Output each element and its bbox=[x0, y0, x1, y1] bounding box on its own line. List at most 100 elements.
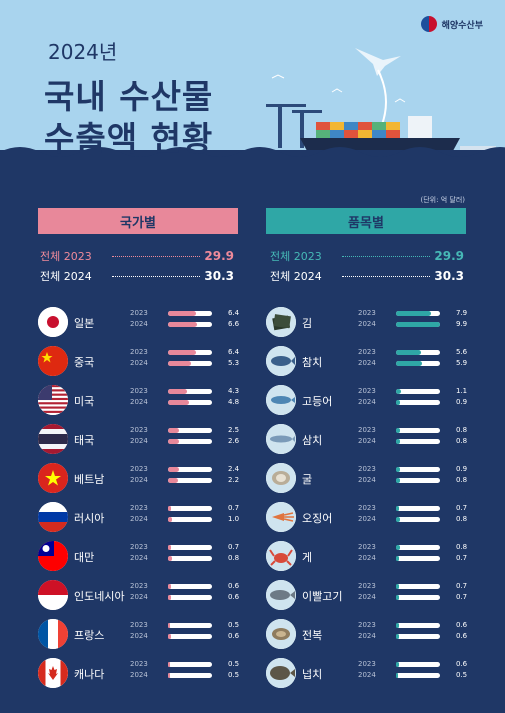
value-bar bbox=[168, 439, 212, 444]
total-label: 전체 2024 bbox=[270, 270, 322, 283]
value-bar bbox=[168, 634, 212, 639]
year-label: 2023 bbox=[358, 309, 376, 317]
value-label: 0.7 bbox=[456, 582, 468, 590]
year-label: 2024 bbox=[130, 398, 148, 406]
wave bbox=[0, 147, 505, 164]
russia-flag-icon bbox=[38, 502, 68, 532]
value-bar bbox=[396, 322, 440, 327]
container bbox=[344, 122, 358, 130]
value-bar-fill bbox=[396, 506, 400, 511]
year-label: 2024 bbox=[358, 320, 376, 328]
indonesia-flag-icon bbox=[38, 580, 68, 610]
value-bar-fill bbox=[396, 311, 431, 316]
value-label: 5.3 bbox=[228, 359, 240, 367]
crane bbox=[278, 104, 282, 148]
list-item: 고등어 2023 1.1 2024 0.9 bbox=[266, 383, 476, 419]
value-bar-fill bbox=[396, 361, 422, 366]
bird-icon bbox=[394, 98, 406, 103]
list-item: 전복 2023 0.6 2024 0.6 bbox=[266, 617, 476, 653]
value-bar-fill bbox=[396, 322, 440, 327]
list-item: 태국 2023 2.5 2024 2.6 bbox=[38, 422, 248, 458]
year-label: 2024년 bbox=[48, 40, 118, 64]
year-label: 2024 bbox=[358, 554, 376, 562]
value-label: 1.0 bbox=[228, 515, 240, 523]
total-row: 전체 2024 30.3 bbox=[40, 268, 234, 284]
container bbox=[358, 130, 372, 138]
value-bar-fill bbox=[396, 595, 400, 600]
value-bar bbox=[168, 322, 212, 327]
value-bar-fill bbox=[168, 545, 172, 550]
item-name: 김 bbox=[302, 317, 313, 330]
value-label: 6.4 bbox=[228, 309, 240, 317]
value-label: 0.8 bbox=[456, 476, 468, 484]
value-label: 0.8 bbox=[456, 437, 468, 445]
year-label: 2023 bbox=[130, 348, 148, 356]
list-item: 대만 2023 0.7 2024 0.8 bbox=[38, 539, 248, 575]
item-name: 미국 bbox=[74, 395, 95, 408]
value-bar bbox=[168, 584, 212, 589]
item-name: 참치 bbox=[302, 356, 323, 369]
container bbox=[358, 122, 372, 130]
list-item: 프랑스 2023 0.5 2024 0.6 bbox=[38, 617, 248, 653]
list-item: 일본 2023 6.4 2024 6.6 bbox=[38, 305, 248, 341]
year-label: 2024 bbox=[358, 671, 376, 679]
value-bar bbox=[168, 311, 212, 316]
value-bar-fill bbox=[396, 623, 399, 628]
value-bar bbox=[396, 634, 440, 639]
value-label: 5.9 bbox=[456, 359, 468, 367]
list-item: 중국 2023 6.4 2024 5.3 bbox=[38, 344, 248, 380]
title-line-1: 국내 수산물 bbox=[44, 77, 214, 116]
value-bar-fill bbox=[168, 517, 173, 522]
value-bar-fill bbox=[168, 556, 172, 561]
value-bar-fill bbox=[168, 595, 171, 600]
value-bar-fill bbox=[396, 584, 400, 589]
total-label: 전체 2023 bbox=[270, 250, 322, 263]
value-label: 4.3 bbox=[228, 387, 240, 395]
item-name: 베트남 bbox=[74, 473, 105, 486]
title-line-2: 수출액 현황 bbox=[44, 119, 214, 158]
value-label: 0.6 bbox=[456, 632, 468, 640]
vietnam-flag-icon bbox=[38, 463, 68, 493]
value-bar bbox=[396, 584, 440, 589]
value-label: 0.8 bbox=[456, 426, 468, 434]
value-label: 6.4 bbox=[228, 348, 240, 356]
ministry-emblem-icon bbox=[420, 16, 437, 32]
france-flag-icon bbox=[38, 619, 68, 649]
value-bar-fill bbox=[396, 634, 399, 639]
value-bar-fill bbox=[396, 556, 400, 561]
list-item: 넙치 2023 0.6 2024 0.5 bbox=[266, 656, 476, 692]
item-name: 전복 bbox=[302, 629, 323, 642]
year-label: 2024 bbox=[130, 320, 148, 328]
value-bar bbox=[396, 400, 440, 405]
value-label: 9.9 bbox=[456, 320, 468, 328]
value-bar bbox=[168, 400, 212, 405]
value-bar bbox=[168, 623, 212, 628]
year-label: 2024 bbox=[130, 593, 148, 601]
list-item: 캐나다 2023 0.5 2024 0.5 bbox=[38, 656, 248, 692]
item-name: 넙치 bbox=[302, 668, 323, 681]
ministry-logo: 해양수산부 bbox=[420, 16, 483, 32]
year-label: 2023 bbox=[358, 543, 376, 551]
year-label: 2024 bbox=[358, 476, 376, 484]
thailand-flag-icon bbox=[38, 424, 68, 454]
container bbox=[386, 122, 400, 130]
abalone-icon bbox=[266, 619, 296, 649]
year-label: 2023 bbox=[130, 309, 148, 317]
year-label: 2023 bbox=[130, 504, 148, 512]
value-bar bbox=[168, 595, 212, 600]
mackerel-icon bbox=[266, 385, 296, 415]
year-label: 2023 bbox=[358, 387, 376, 395]
value-bar bbox=[396, 439, 440, 444]
list-item: 참치 2023 5.6 2024 5.9 bbox=[266, 344, 476, 380]
year-label: 2023 bbox=[358, 621, 376, 629]
value-bar-fill bbox=[168, 428, 179, 433]
dotted-leader bbox=[342, 275, 431, 277]
container bbox=[386, 130, 400, 138]
total-row: 전체 2024 30.3 bbox=[270, 268, 464, 284]
container bbox=[344, 130, 358, 138]
value-bar bbox=[396, 478, 440, 483]
item-name: 게 bbox=[302, 551, 313, 564]
list-item: 오징어 2023 0.7 2024 0.8 bbox=[266, 500, 476, 536]
list-item: 김 2023 7.9 2024 9.9 bbox=[266, 305, 476, 341]
value-bar bbox=[168, 506, 212, 511]
